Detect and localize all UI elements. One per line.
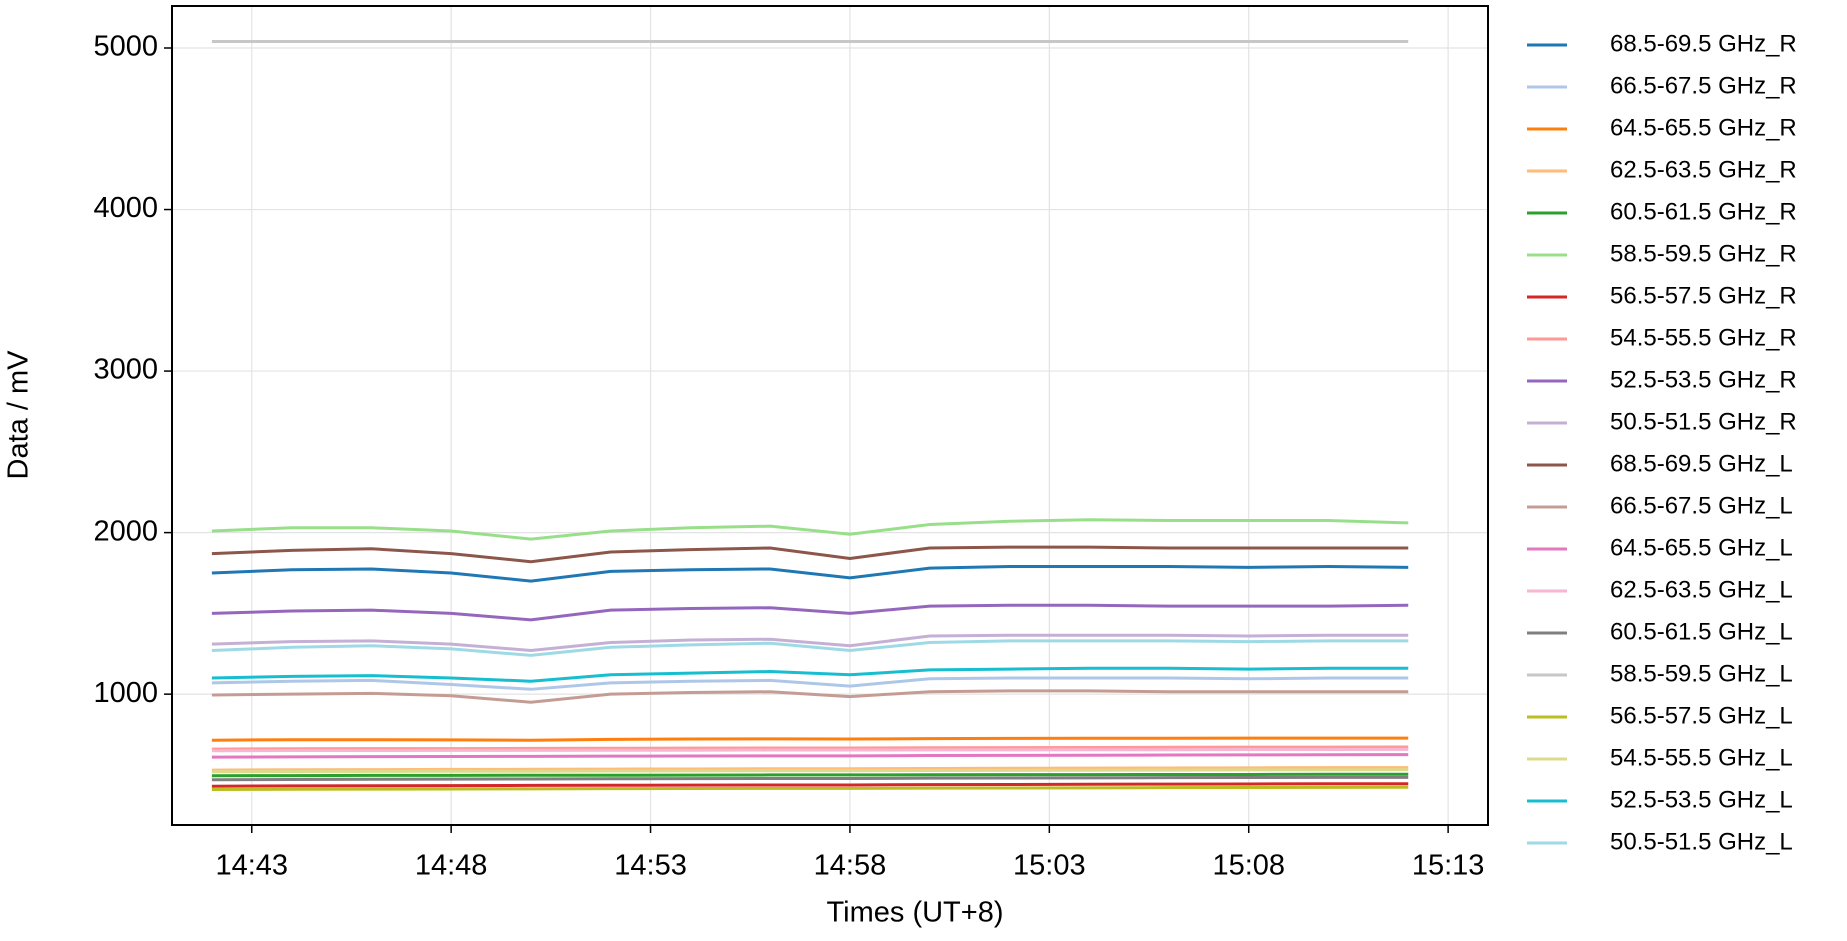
legend-text: 58.5-59.5 GHz_L [1610, 660, 1793, 687]
y-tick-label: 5000 [93, 31, 158, 63]
legend-text: 52.5-53.5 GHz_L [1610, 786, 1793, 813]
x-tick-label: 14:48 [415, 850, 488, 882]
legend-text: 66.5-67.5 GHz_L [1610, 492, 1793, 519]
series-line [211, 745, 1409, 751]
series-line [211, 666, 1409, 683]
legend-text: 68.5-69.5 GHz_L [1610, 450, 1793, 477]
series-line [211, 753, 1409, 759]
legend-text: 54.5-55.5 GHz_L [1610, 744, 1793, 771]
series-line [211, 736, 1409, 742]
series-line [211, 768, 1409, 774]
y-axis-label: Data / mV [3, 350, 35, 480]
legend-text: 54.5-55.5 GHz_R [1610, 324, 1797, 351]
x-tick-label: 15:08 [1212, 850, 1285, 882]
series-line [211, 639, 1409, 657]
x-tick-label: 15:03 [1013, 850, 1086, 882]
series-line [211, 603, 1409, 622]
x-tick-label: 14:58 [814, 850, 887, 882]
series-line [211, 747, 1409, 753]
series-line [211, 689, 1409, 704]
series-line [211, 785, 1409, 791]
legend-text: 56.5-57.5 GHz_L [1610, 702, 1793, 729]
series-line [211, 633, 1409, 653]
legend-text: 64.5-65.5 GHz_L [1610, 534, 1793, 561]
legend-text: 60.5-61.5 GHz_L [1610, 618, 1793, 645]
y-tick-label: 1000 [93, 677, 158, 709]
legend-text: 50.5-51.5 GHz_R [1610, 408, 1797, 435]
legend-text: 68.5-69.5 GHz_R [1610, 30, 1797, 57]
x-tick-label: 14:53 [614, 850, 687, 882]
x-tick-label: 15:13 [1412, 850, 1485, 882]
series-line [211, 565, 1409, 583]
legend-text: 50.5-51.5 GHz_L [1610, 828, 1793, 855]
series-line [211, 782, 1409, 788]
series-line [211, 772, 1409, 778]
series-line [211, 766, 1409, 772]
legend-text: 62.5-63.5 GHz_R [1610, 156, 1797, 183]
plot-frame [171, 5, 1489, 826]
x-tick-label: 14:43 [215, 850, 288, 882]
series-line [211, 676, 1409, 691]
legend-text: 60.5-61.5 GHz_R [1610, 198, 1797, 225]
y-tick-label: 4000 [93, 192, 158, 224]
y-tick-label: 2000 [93, 515, 158, 547]
legend-text: 62.5-63.5 GHz_L [1610, 576, 1793, 603]
y-tick-label: 3000 [93, 354, 158, 386]
legend-text: 52.5-53.5 GHz_R [1610, 366, 1797, 393]
legend-text: 58.5-59.5 GHz_R [1610, 240, 1797, 267]
legend-text: 66.5-67.5 GHz_R [1610, 72, 1797, 99]
x-axis-label: Times (UT+8) [827, 897, 1004, 929]
series-line [211, 545, 1409, 564]
series-line [211, 775, 1409, 782]
series-line [211, 518, 1409, 541]
legend-text: 64.5-65.5 GHz_R [1610, 114, 1797, 141]
legend-text: 56.5-57.5 GHz_R [1610, 282, 1797, 309]
